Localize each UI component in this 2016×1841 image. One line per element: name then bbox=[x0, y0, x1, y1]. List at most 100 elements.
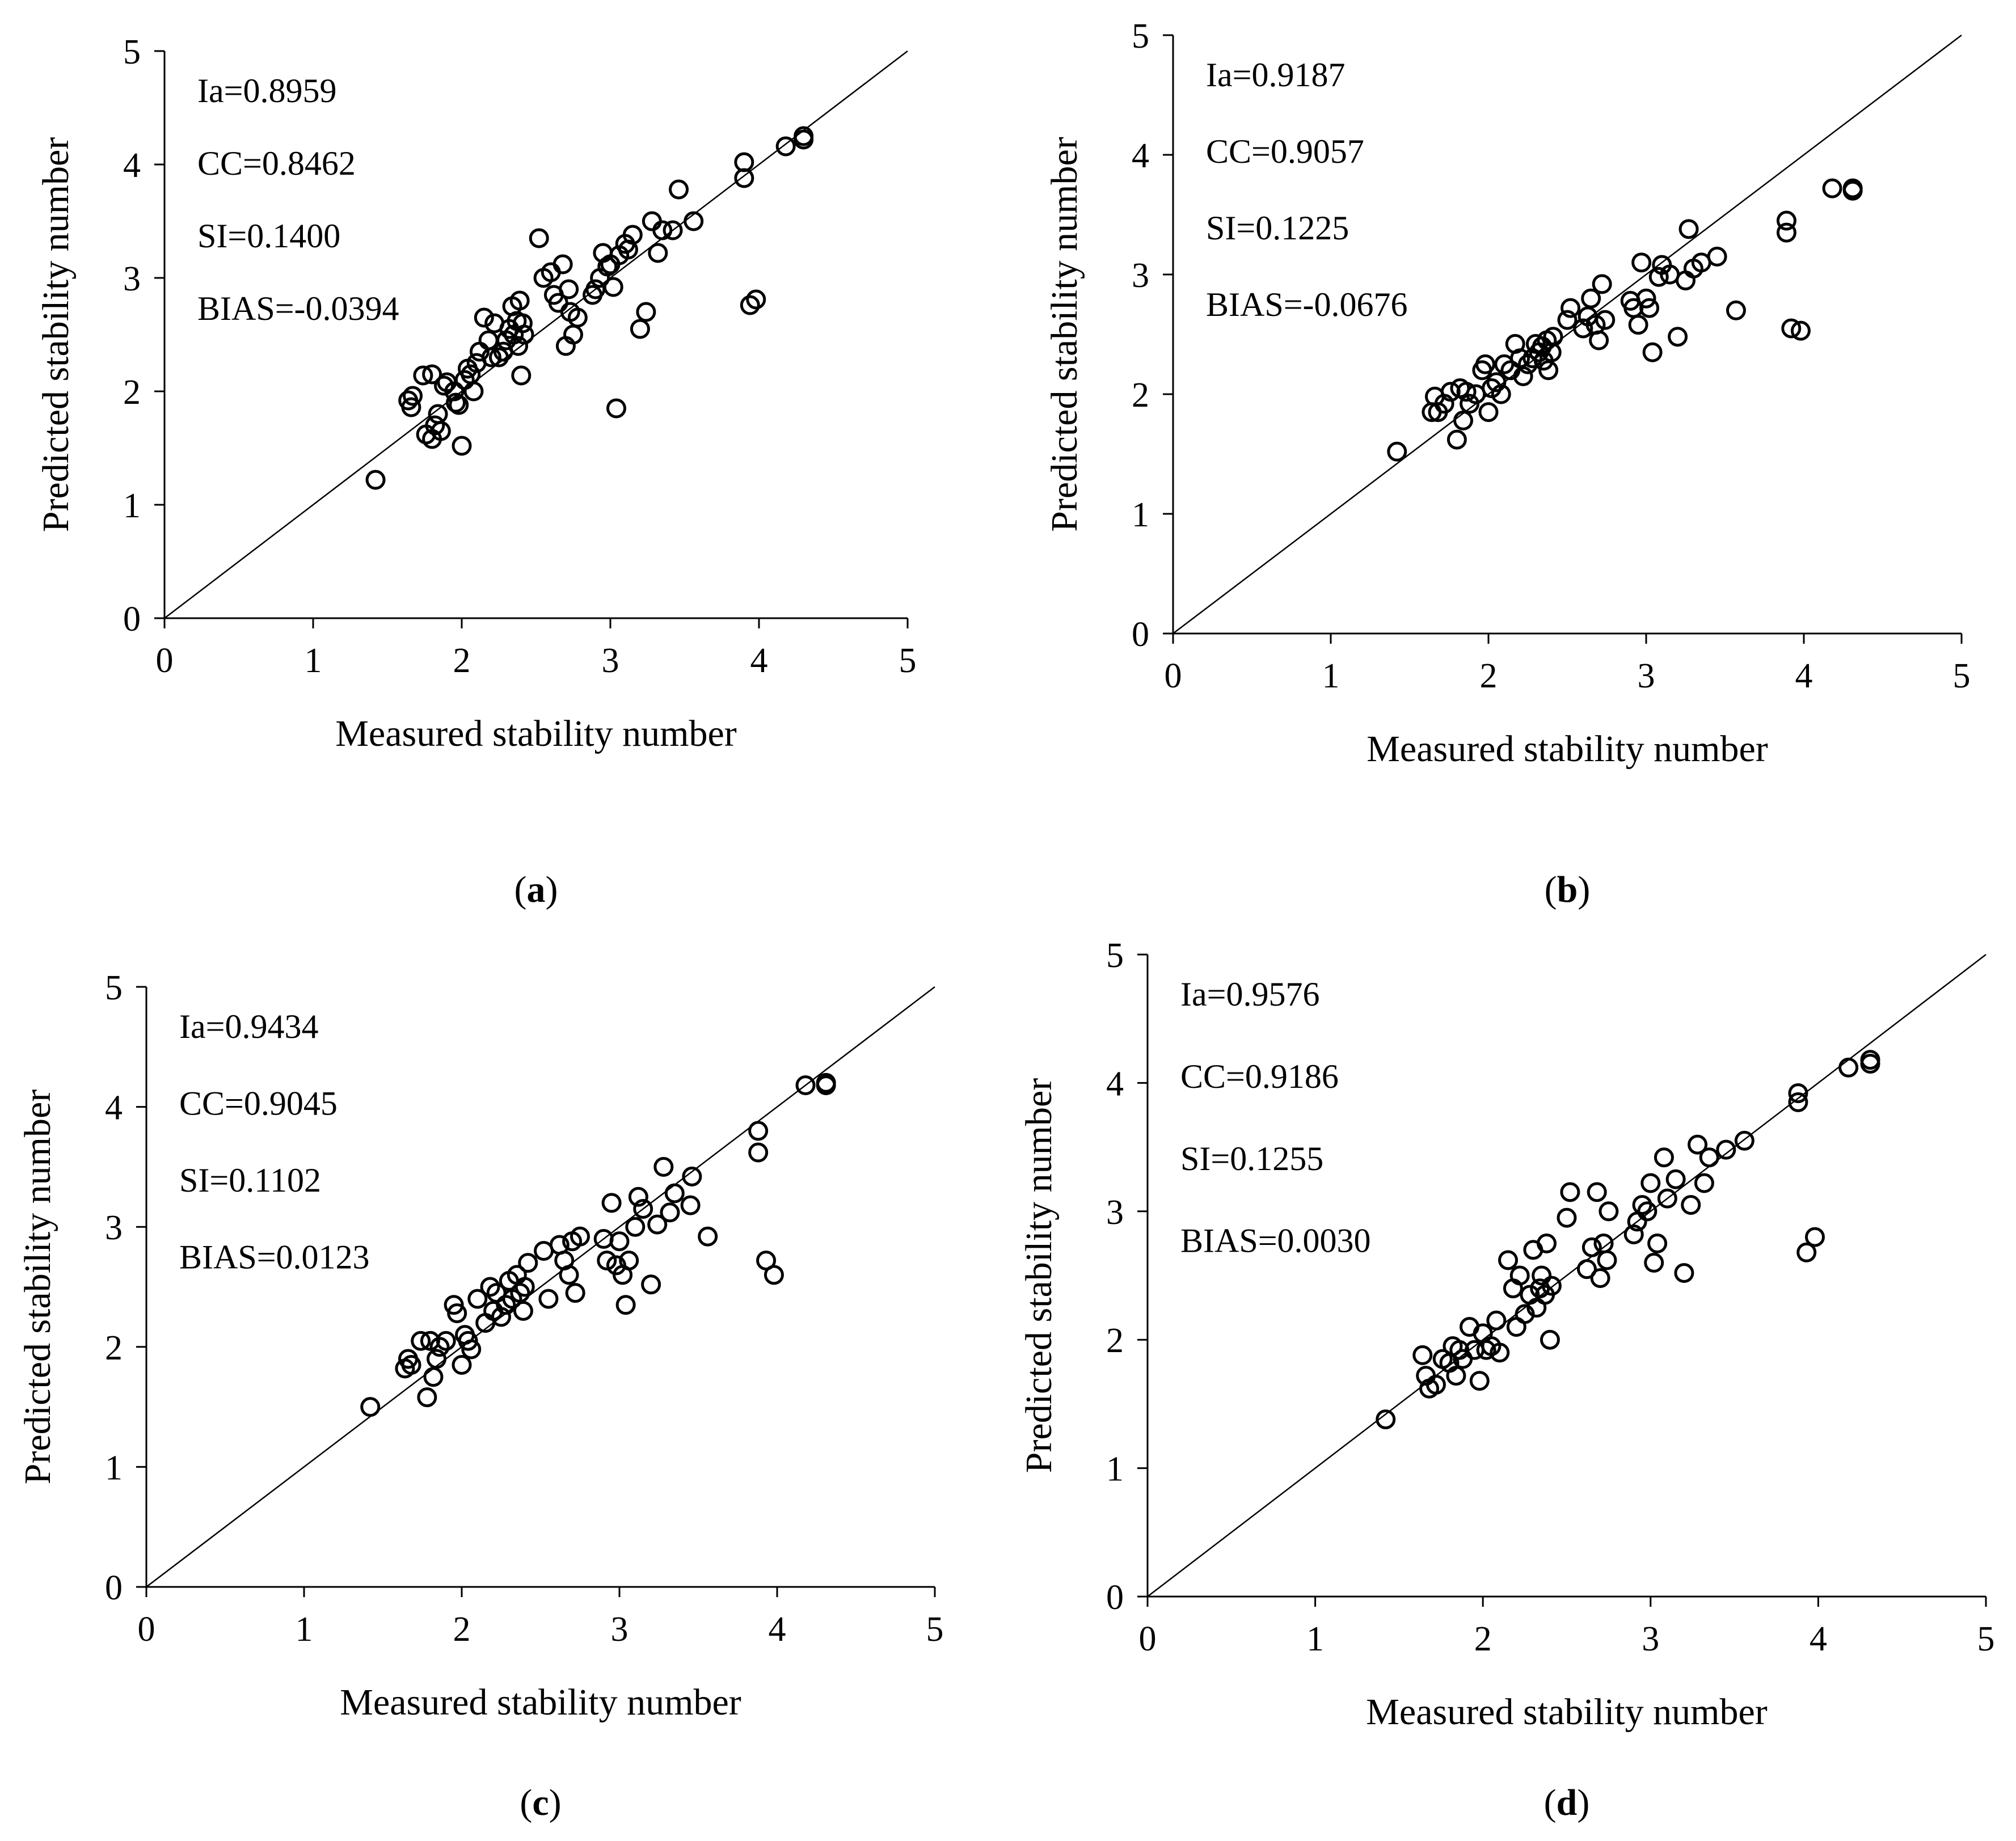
data-point bbox=[452, 436, 472, 456]
data-point bbox=[1842, 178, 1863, 199]
data-point bbox=[740, 295, 760, 315]
y-tick-label: 5 bbox=[1132, 17, 1149, 56]
data-point bbox=[1734, 1130, 1754, 1151]
data-point bbox=[403, 386, 423, 406]
data-point bbox=[570, 1226, 590, 1247]
data-point bbox=[1788, 1083, 1808, 1104]
data-point bbox=[444, 1295, 464, 1315]
x-tick-label: 1 bbox=[305, 641, 322, 680]
data-point bbox=[1486, 1310, 1507, 1331]
data-point bbox=[734, 168, 754, 188]
data-point bbox=[417, 1387, 437, 1408]
data-point bbox=[794, 126, 814, 146]
y-axis-title: Predicted stability number bbox=[1044, 137, 1085, 532]
data-point bbox=[1532, 1265, 1552, 1286]
data-point bbox=[1790, 320, 1811, 341]
data-point bbox=[1657, 1188, 1677, 1209]
data-point bbox=[514, 1277, 535, 1297]
x-tick-label: 5 bbox=[926, 1610, 944, 1649]
data-point bbox=[1557, 310, 1578, 330]
y-tick-label: 1 bbox=[123, 487, 141, 525]
y-tick-label: 3 bbox=[1106, 1193, 1124, 1232]
data-point bbox=[513, 1300, 533, 1321]
panel-caption-letter: d bbox=[1557, 1782, 1578, 1823]
data-point bbox=[1796, 1242, 1817, 1262]
y-tick-label: 1 bbox=[1106, 1450, 1124, 1489]
data-point bbox=[1654, 1147, 1674, 1168]
data-point bbox=[1490, 1342, 1510, 1363]
stat-label: BIAS=-0.0676 bbox=[1206, 286, 1408, 323]
x-tick-label: 4 bbox=[769, 1610, 786, 1649]
data-point bbox=[680, 1195, 701, 1215]
data-point bbox=[1599, 1201, 1619, 1222]
data-point bbox=[509, 290, 530, 311]
data-point bbox=[1498, 1250, 1519, 1270]
scatter-points bbox=[1376, 1050, 1880, 1430]
y-tick-label: 4 bbox=[123, 146, 141, 185]
data-point bbox=[1642, 342, 1663, 362]
stat-label: Ia=0.9434 bbox=[179, 1008, 318, 1045]
y-tick-label: 1 bbox=[105, 1449, 123, 1487]
data-point bbox=[365, 470, 386, 490]
data-point bbox=[401, 1355, 421, 1375]
y-tick-label: 1 bbox=[1132, 496, 1149, 534]
data-point bbox=[682, 1166, 702, 1186]
data-point bbox=[1560, 298, 1581, 318]
data-point bbox=[565, 1283, 585, 1303]
data-point bbox=[642, 211, 662, 231]
data-point bbox=[1678, 219, 1699, 239]
data-point bbox=[461, 1339, 482, 1359]
data-point bbox=[1456, 382, 1477, 402]
data-point bbox=[1538, 360, 1559, 381]
x-tick-label: 3 bbox=[602, 641, 619, 680]
data-point bbox=[1636, 288, 1656, 309]
data-point bbox=[559, 1265, 579, 1285]
panel-caption: (b) bbox=[1545, 869, 1591, 910]
stat-label: CC=0.9045 bbox=[179, 1084, 338, 1122]
y-tick-label: 4 bbox=[1132, 137, 1149, 175]
data-point bbox=[496, 1295, 516, 1315]
data-point bbox=[1838, 1057, 1859, 1078]
y-tick-label: 0 bbox=[1106, 1578, 1124, 1617]
x-tick-label: 1 bbox=[1306, 1620, 1324, 1658]
data-point bbox=[538, 1289, 559, 1309]
reference-line bbox=[146, 986, 935, 1587]
data-point bbox=[660, 1202, 680, 1223]
data-point bbox=[1688, 1134, 1708, 1155]
data-point bbox=[1781, 318, 1802, 339]
data-point bbox=[603, 277, 623, 297]
x-tick-label: 2 bbox=[1474, 1620, 1492, 1658]
panel-b: 0 1 2 3 4 5 0 1 2 3 4 5 Ia=0.9187 CC=0.9057 SI=0.1225 B… bbox=[1044, 17, 1971, 910]
data-point bbox=[1581, 288, 1601, 309]
data-point bbox=[1581, 1237, 1602, 1257]
data-point bbox=[601, 1193, 622, 1213]
data-point bbox=[481, 347, 501, 368]
data-point bbox=[1640, 1173, 1661, 1193]
x-tick-label: 0 bbox=[1165, 657, 1182, 695]
data-point bbox=[447, 1303, 467, 1324]
data-point bbox=[425, 415, 445, 436]
data-point bbox=[597, 1250, 617, 1270]
data-point bbox=[529, 228, 549, 248]
x-tick-label: 3 bbox=[611, 1610, 629, 1649]
data-point bbox=[1860, 1050, 1880, 1070]
data-point bbox=[1478, 402, 1499, 423]
x-tick-label: 4 bbox=[1810, 1620, 1827, 1658]
x-tick-label: 0 bbox=[156, 641, 174, 680]
x-tick-label: 2 bbox=[1480, 657, 1498, 695]
data-point bbox=[1541, 1276, 1562, 1296]
data-point bbox=[1637, 1201, 1657, 1222]
data-point bbox=[628, 1186, 648, 1207]
data-point bbox=[1425, 1374, 1446, 1395]
y-tick-label: 5 bbox=[123, 33, 141, 71]
stat-label: CC=0.8462 bbox=[197, 145, 356, 182]
stat-label: SI=0.1102 bbox=[179, 1162, 321, 1199]
data-point bbox=[1513, 366, 1533, 386]
data-point bbox=[401, 397, 421, 417]
data-point bbox=[446, 392, 466, 413]
data-point bbox=[474, 307, 494, 328]
data-point bbox=[567, 307, 588, 328]
scatter-points bbox=[365, 126, 814, 490]
data-point bbox=[1522, 348, 1543, 369]
